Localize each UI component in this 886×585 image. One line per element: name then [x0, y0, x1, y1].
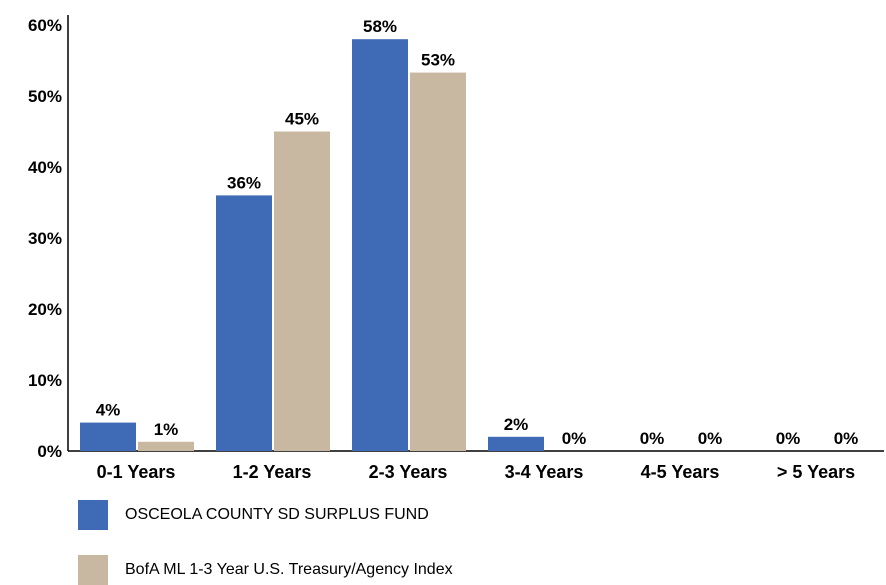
data-label: 53% — [421, 51, 455, 70]
x-tick-label: 1-2 Years — [233, 462, 312, 482]
bar-fund — [488, 436, 544, 451]
legend-swatch-fund — [78, 500, 108, 530]
y-tick-label: 0% — [37, 442, 62, 461]
y-tick-label: 20% — [28, 300, 62, 319]
x-tick-label: 0-1 Years — [97, 462, 176, 482]
legend-item-fund: OSCEOLA COUNTY SD SURPLUS FUND — [78, 500, 429, 530]
data-label: 58% — [363, 17, 397, 36]
data-label: 36% — [227, 173, 261, 192]
data-label: 1% — [154, 420, 179, 439]
y-tick-label: 40% — [28, 158, 62, 177]
legend: OSCEOLA COUNTY SD SURPLUS FUND BofA ML 1… — [78, 500, 778, 585]
x-tick-label: 4-5 Years — [641, 462, 720, 482]
bar-fund — [352, 39, 408, 451]
y-tick-label: 10% — [28, 371, 62, 390]
legend-item-index: BofA ML 1-3 Year U.S. Treasury/Agency In… — [78, 555, 453, 585]
y-tick-label: 30% — [28, 229, 62, 248]
legend-swatch-index — [78, 555, 108, 585]
data-label: 4% — [96, 401, 121, 420]
bar-fund — [216, 195, 272, 451]
legend-label-fund: OSCEOLA COUNTY SD SURPLUS FUND — [125, 506, 429, 523]
data-label: 0% — [698, 429, 723, 448]
data-label: 0% — [562, 429, 587, 448]
data-label: 0% — [834, 429, 859, 448]
x-tick-label: > 5 Years — [777, 462, 855, 482]
y-tick-label: 50% — [28, 87, 62, 106]
bar-index — [274, 131, 330, 451]
bar-fund — [80, 422, 136, 451]
y-tick-label: 60% — [28, 16, 62, 35]
data-label: 0% — [640, 429, 665, 448]
x-tick-label: 2-3 Years — [369, 462, 448, 482]
data-label: 2% — [504, 415, 529, 434]
data-label: 0% — [776, 429, 801, 448]
legend-label-index: BofA ML 1-3 Year U.S. Treasury/Agency In… — [125, 561, 453, 578]
x-tick-label: 3-4 Years — [505, 462, 584, 482]
bar-index — [410, 72, 466, 451]
bar-index — [138, 441, 194, 451]
data-label: 45% — [285, 110, 319, 129]
